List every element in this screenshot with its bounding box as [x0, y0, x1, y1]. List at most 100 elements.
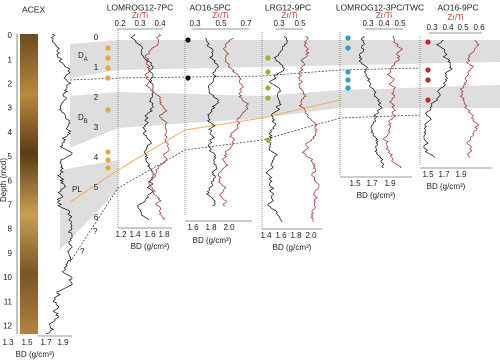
marker-dot [265, 137, 271, 143]
x-tick-label: 1.7 [438, 170, 450, 179]
marker-dot [105, 149, 111, 155]
annotation-main: D [78, 113, 84, 122]
bd-curve [265, 35, 288, 223]
zrti-curve [382, 35, 403, 169]
zrti-curve [459, 39, 480, 158]
marker-dot [105, 107, 111, 113]
depth-tick-label: 8 [8, 225, 13, 234]
annotation-main: ? [80, 247, 85, 256]
top-tick-label: 0.3 [362, 19, 374, 28]
bd-curve [45, 33, 73, 335]
top-tick-label: 0.5 [394, 19, 406, 28]
x-tick-label: 1.3 [2, 338, 14, 347]
marker-dot [105, 55, 111, 61]
x-tick-label: 1.5 [349, 179, 361, 188]
annotation: PL [72, 185, 82, 194]
marker-dot [345, 45, 351, 51]
top-axis-label: Zr/Ti [376, 11, 392, 20]
core-image [20, 34, 38, 334]
x-axis-label: BD (g/cm³) [427, 182, 466, 191]
x-tick-label: 1.8 [158, 230, 170, 239]
top-tick-label: 0.5 [294, 19, 306, 28]
marker-dot [185, 37, 191, 43]
depth-tick-label: 12 [3, 322, 12, 331]
core-depth-tick: 5 [94, 183, 99, 192]
zrti-curve [144, 33, 170, 221]
x-axis-label: BD (g/cm³) [131, 242, 170, 251]
top-tick-label: 0.3 [189, 19, 201, 28]
depth-tick-label: 10 [3, 273, 12, 282]
bd-curve [423, 39, 453, 158]
depth-tick-label: 0 [8, 31, 13, 40]
panel-title: AO16-5PC [189, 2, 230, 12]
top-tick-label: 0.3 [426, 23, 438, 32]
annotation-main: D [78, 51, 84, 60]
top-axis-label: Zr/Ti [281, 11, 297, 20]
marker-dot [425, 39, 431, 45]
x-tick-label: 1.6 [144, 230, 156, 239]
marker-dot [265, 85, 271, 91]
depth-tick-label: 3 [8, 104, 13, 113]
depth-axis-label: Depth (mcd) [0, 158, 8, 202]
zrti-curve [297, 35, 320, 223]
x-axis-label: BD (g/cm³) [16, 350, 55, 359]
marker-dot [185, 75, 191, 81]
panel-title: LOMROG12-3PC/TWC [336, 2, 424, 12]
top-tick-label: 0.3 [134, 19, 146, 28]
top-tick-label: 0.6 [473, 23, 485, 32]
x-tick-label: 1.2 [115, 230, 127, 239]
marker-dot [265, 69, 271, 75]
x-tick-label: 1.5 [21, 338, 33, 347]
depth-tick-label: 4 [8, 128, 13, 137]
depth-tick-label: 7 [8, 201, 13, 210]
depth-tick-label: 5 [8, 152, 13, 161]
zrti-curve [217, 37, 250, 207]
marker-dot [265, 95, 271, 101]
top-axis-label: Zr/Ti [447, 13, 463, 22]
x-axis-label: BD (g/cm³) [193, 236, 232, 245]
tie-lines [69, 67, 421, 263]
marker-dot [105, 165, 111, 171]
marker-dot [345, 85, 351, 91]
annotation: DB [78, 113, 88, 124]
bd-curve [130, 33, 154, 221]
annotation: ? [80, 247, 85, 256]
panel-title: ACEX [22, 4, 45, 14]
annotation-main: ? [93, 227, 98, 236]
x-tick-label: 1.9 [57, 338, 69, 347]
x-tick-label: 1.9 [384, 179, 396, 188]
annotation-main: PL [72, 185, 82, 194]
marker-dot [105, 45, 111, 51]
marker-dot [425, 77, 431, 83]
depth-tick-label: 2 [8, 80, 13, 89]
x-tick-label: 2.0 [223, 223, 235, 232]
depth-tick-label: 9 [8, 249, 13, 258]
x-tick-label: 1.6 [187, 223, 199, 232]
panel-title: LRG12-9PC [265, 2, 311, 12]
top-tick-label: 0.4 [154, 19, 166, 28]
x-tick-label: 2.0 [305, 231, 317, 240]
correlation-bands [60, 40, 500, 250]
marker-dot [105, 75, 111, 81]
top-tick-label: 0.5 [457, 23, 469, 32]
top-axis-label: Zr/Ti [132, 11, 148, 20]
marker-dot [345, 77, 351, 83]
bd-curve [358, 35, 385, 169]
x-tick-label: 1.5 [422, 170, 434, 179]
marker-dot [105, 65, 111, 71]
core-depth-tick: 4 [94, 153, 99, 162]
depth-tick-label: 11 [4, 297, 13, 306]
top-tick-label: 0.7 [240, 19, 252, 28]
x-tick-label: 1.8 [290, 231, 302, 240]
depth-tick-label: 6 [8, 176, 13, 185]
x-tick-label: 1.6 [275, 231, 287, 240]
core-depth-tick: 6 [94, 213, 99, 222]
top-tick-label: 0.3 [273, 19, 285, 28]
panel-title: LOMROG12-7PC [107, 2, 174, 12]
core-depth-tick: 0 [94, 33, 99, 42]
annotation-sub: A [84, 57, 88, 63]
marker-dot [425, 67, 431, 73]
core-depth-tick: 1 [94, 63, 99, 72]
annotation: ? [93, 227, 98, 236]
